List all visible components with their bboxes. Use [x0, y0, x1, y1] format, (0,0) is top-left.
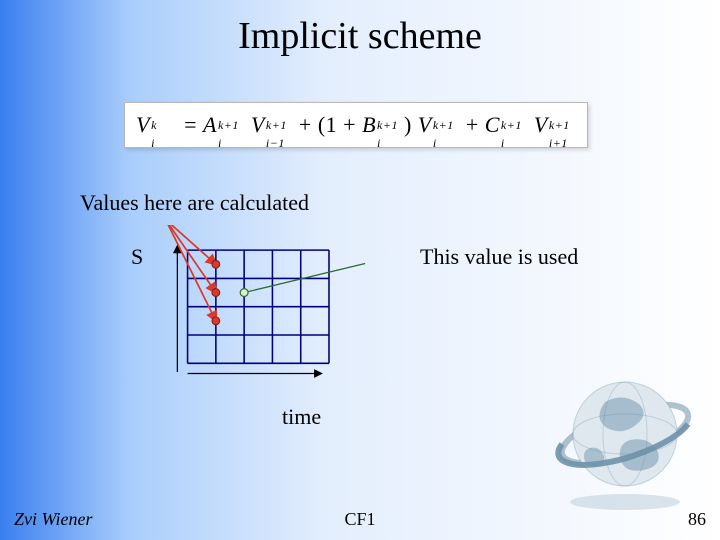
equation: Vki = Ak+1i Vk+1i−1 + (1 + Bk+1i) Vk+1i … — [136, 112, 576, 138]
values-calculated-label: Values here are calculated — [80, 190, 309, 216]
footer-center: CF1 — [0, 509, 720, 530]
equation-box: Vki = Ak+1i Vk+1i−1 + (1 + Bk+1i) Vk+1i … — [124, 102, 588, 148]
slide-title: Implicit scheme — [0, 14, 720, 58]
s-axis-label: S — [131, 244, 143, 270]
stencil-diagram — [164, 225, 384, 401]
globe-icon — [550, 362, 700, 512]
footer-page-number: 86 — [688, 509, 706, 530]
value-used-label: This value is used — [420, 244, 578, 270]
time-axis-label: time — [282, 404, 321, 430]
